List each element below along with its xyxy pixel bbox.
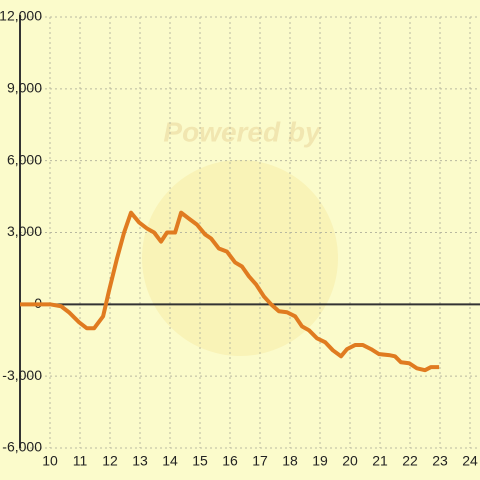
x-tick-label: 18 <box>282 453 298 469</box>
x-tick-label: 21 <box>372 453 388 469</box>
x-tick-label: 23 <box>432 453 448 469</box>
x-tick-label: 24 <box>462 453 478 469</box>
x-tick-label: 13 <box>132 453 148 469</box>
x-tick-label: 22 <box>402 453 418 469</box>
y-tick-label: -3,000 <box>2 367 42 383</box>
x-tick-label: 20 <box>342 453 358 469</box>
x-tick-label: 16 <box>222 453 238 469</box>
x-tick-label: 19 <box>312 453 328 469</box>
x-tick-label: 10 <box>42 453 58 469</box>
y-tick-label: 6,000 <box>7 151 42 167</box>
y-tick-label: 12,000 <box>0 8 42 24</box>
x-tick-label: 14 <box>162 453 178 469</box>
x-tick-label: 17 <box>252 453 268 469</box>
watermark-logo <box>142 160 338 356</box>
watermark: Powered by <box>163 116 322 147</box>
y-tick-label: 9,000 <box>7 80 42 96</box>
x-tick-label: 12 <box>102 453 118 469</box>
x-tick-label: 15 <box>192 453 208 469</box>
line <box>20 210 440 373</box>
y-tick-label: 3,000 <box>7 223 42 239</box>
x-tick-label: 11 <box>73 453 88 469</box>
y-tick-label: -6,000 <box>2 439 42 455</box>
